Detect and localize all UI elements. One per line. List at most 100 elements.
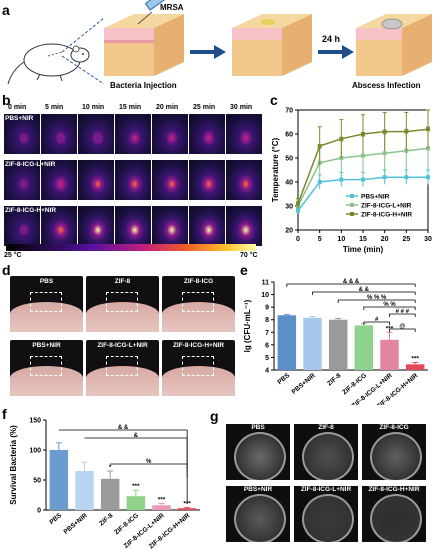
data-point bbox=[317, 180, 322, 184]
skin-region bbox=[10, 302, 83, 332]
wound-photo: PBS bbox=[10, 276, 83, 332]
time-label: 5 min bbox=[45, 104, 64, 111]
skin-region bbox=[86, 366, 159, 396]
data-point bbox=[382, 151, 387, 156]
comparison-bracket bbox=[286, 283, 416, 287]
bar bbox=[303, 317, 322, 370]
y-tick-label: 150 bbox=[29, 418, 41, 425]
x-tick-label: PBS bbox=[48, 512, 63, 526]
dashed-roi-box bbox=[182, 292, 214, 312]
time-24h-label: 24 h bbox=[322, 34, 340, 44]
data-point bbox=[404, 129, 409, 134]
agar-plate-photo: ZIF-8-ICG-L+NIR bbox=[294, 486, 358, 542]
thermal-image-cell bbox=[41, 114, 77, 154]
survival-bar-chart: 0 50 100 150 Survival Bacteria (%) PBS PBS+NIR… bbox=[9, 418, 200, 550]
y-tick-label: 30 bbox=[285, 204, 293, 211]
petri-dish bbox=[370, 432, 422, 480]
x-tick-label: 5 bbox=[318, 236, 322, 243]
wound-photo: ZIF-8-ICG-H+NIR bbox=[162, 340, 235, 396]
y-tick-label: 60 bbox=[285, 132, 293, 139]
significance-mark: *** bbox=[158, 496, 166, 503]
plate-label: PBS bbox=[251, 424, 265, 431]
thermal-image-cell bbox=[78, 114, 114, 154]
skin-region bbox=[162, 366, 235, 396]
data-point bbox=[339, 177, 344, 182]
significance-mark: * bbox=[109, 464, 112, 471]
bar bbox=[328, 319, 348, 370]
data-point bbox=[317, 144, 322, 148]
bracket-label: % bbox=[146, 459, 152, 465]
thermal-image-cell bbox=[226, 206, 262, 246]
x-tick-label: 30 bbox=[424, 236, 432, 243]
comparison-bracket bbox=[337, 299, 416, 303]
agar-plate-photo: PBS+NIR bbox=[226, 486, 290, 542]
data-point bbox=[339, 136, 344, 141]
temperature-colorbar bbox=[6, 244, 256, 251]
y-tick-label: 5 bbox=[265, 355, 269, 362]
y-axis-label: Temperature (°C) bbox=[271, 137, 280, 202]
legend-label: ZIF-8-ICG-H+NIR bbox=[361, 212, 412, 219]
petri-dish bbox=[302, 494, 354, 542]
legend-marker bbox=[350, 194, 354, 198]
y-tick-label: 10 bbox=[261, 292, 269, 299]
wound-photo: ZIF-8-ICG bbox=[162, 276, 235, 332]
bar bbox=[49, 450, 69, 510]
significance-mark: *** bbox=[132, 483, 140, 490]
thermal-row-label: ZIF-8-ICG-L+NIR bbox=[5, 161, 56, 168]
panel-c-letter: c bbox=[270, 92, 278, 108]
bracket-label: % % % bbox=[367, 295, 387, 301]
y-tick-label: 11 bbox=[262, 280, 270, 287]
wound-photo-label: ZIF-8-ICG-H+NIR bbox=[172, 342, 225, 349]
thermal-image-cell bbox=[152, 160, 188, 200]
legend-marker bbox=[350, 203, 354, 207]
thermal-image-cell bbox=[115, 114, 151, 154]
bracket-label: & & & bbox=[343, 279, 360, 285]
y-tick-label: 70 bbox=[285, 108, 293, 115]
comparison-bracket bbox=[84, 437, 188, 478]
abscess-infection-label: Abscess Infection bbox=[352, 81, 421, 90]
thermal-image-cell bbox=[226, 114, 262, 154]
y-tick-label: 6 bbox=[265, 342, 269, 349]
wound-photo: ZIF-8-ICG-L+NIR bbox=[86, 340, 159, 396]
tissue-block-3 bbox=[356, 14, 432, 76]
petri-dish bbox=[234, 494, 286, 542]
bar bbox=[152, 505, 171, 510]
x-tick-label: ZIF-8 bbox=[326, 372, 343, 388]
time-label: 20 min bbox=[156, 104, 179, 111]
dashed-roi-box bbox=[30, 292, 62, 312]
plate-label: ZIF-8-ICG bbox=[379, 424, 409, 431]
significance-mark: *** bbox=[411, 355, 419, 362]
dashed-roi-box bbox=[30, 356, 62, 376]
data-point bbox=[361, 177, 365, 182]
plate-label: ZIF-8 bbox=[318, 424, 334, 431]
legend-label: ZIF-8-ICG-L+NIR bbox=[361, 203, 412, 210]
wound-photo-label: ZIF-8-ICG-L+NIR bbox=[97, 342, 148, 349]
time-label: 30 min bbox=[230, 104, 253, 111]
bar bbox=[177, 508, 197, 510]
panel-g-letter: g bbox=[210, 408, 219, 424]
time-label: 10 min bbox=[82, 104, 105, 111]
skin-region bbox=[162, 302, 235, 332]
agar-plate-photo: ZIF-8-ICG-H+NIR bbox=[362, 486, 426, 542]
panel-f-letter: f bbox=[2, 406, 7, 422]
data-point bbox=[382, 129, 387, 134]
thermal-image-cell bbox=[4, 206, 40, 246]
x-tick-label: PBS+NIR bbox=[291, 372, 317, 396]
thermal-image-grid: 0 min 5 min 10 min 15 min 20 min 25 min 30 min… bbox=[4, 104, 268, 246]
x-tick-label: PBS+NIR bbox=[63, 512, 89, 536]
wound-photo-label: ZIF-8-ICG bbox=[183, 278, 214, 285]
plate-label: ZIF-8-ICG-H+NIR bbox=[368, 486, 420, 493]
tissue-block-2 bbox=[232, 14, 312, 76]
data-point bbox=[296, 201, 300, 206]
bracket-label: & bbox=[134, 433, 139, 439]
data-point bbox=[404, 148, 409, 153]
x-tick-label: 10 bbox=[337, 236, 345, 243]
skin-region bbox=[10, 366, 83, 396]
y-axis-label: lg (CFU·mL⁻¹) bbox=[243, 299, 252, 352]
legend-label: PBS+NIR bbox=[361, 194, 390, 201]
bar bbox=[277, 315, 297, 370]
bacteria-injection-label: Bacteria Injection bbox=[110, 81, 177, 90]
y-tick-label: 4 bbox=[265, 368, 269, 375]
agar-plate-photo: ZIF-8 bbox=[294, 424, 358, 480]
